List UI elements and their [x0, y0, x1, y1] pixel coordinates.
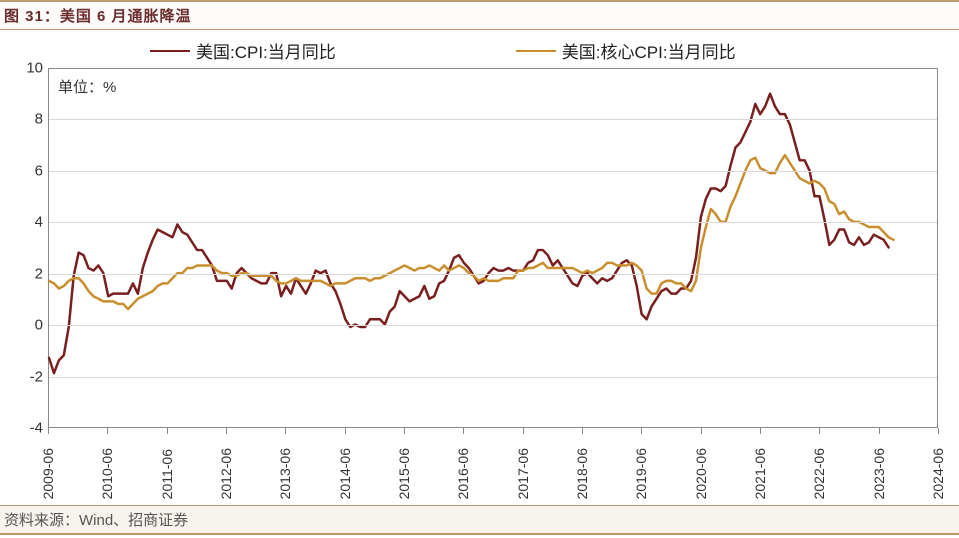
source-bar: 资料来源：Wind、招商证券 — [0, 505, 959, 535]
xtick-mark — [226, 428, 227, 434]
legend: 美国:CPI:当月同比 美国:核心CPI:当月同比 — [150, 38, 736, 63]
gridline-h — [49, 377, 938, 378]
xtick-label: 2011-06 — [159, 449, 175, 499]
xtick-mark — [404, 428, 405, 434]
gridline-h — [49, 171, 938, 172]
xtick-mark — [641, 428, 642, 434]
ytick-label: 2 — [3, 265, 43, 282]
ytick-label: 10 — [3, 60, 43, 77]
xtick-mark — [48, 428, 49, 434]
xtick-mark — [285, 428, 286, 434]
ytick-label: 0 — [3, 317, 43, 334]
xtick-mark — [107, 428, 108, 434]
legend-item-cpi: 美国:CPI:当月同比 — [150, 38, 336, 63]
xtick-label: 2017-06 — [515, 448, 531, 499]
gridline-h — [49, 222, 938, 223]
chart-area: 美国:CPI:当月同比 美国:核心CPI:当月同比 单位：% -4 -2 0 2 4 6 8… — [0, 30, 959, 505]
gridline-h — [49, 274, 938, 275]
plot-region — [48, 68, 938, 428]
xtick-mark — [345, 428, 346, 434]
line-svg — [49, 68, 938, 427]
figure-title-bar: 图 31：美国 6 月通胀降温 — [0, 0, 959, 30]
xtick-label: 2020-06 — [693, 448, 709, 499]
plot-border-top — [48, 68, 938, 69]
xtick-label: 2021-06 — [752, 448, 768, 499]
xtick-mark — [582, 428, 583, 434]
ytick-label: 8 — [3, 111, 43, 128]
legend-label-cpi: 美国:CPI:当月同比 — [196, 38, 336, 63]
xtick-label: 2018-06 — [574, 448, 590, 499]
ytick-label: -2 — [3, 368, 43, 385]
source-text: 资料来源：Wind、招商证券 — [4, 509, 188, 530]
xtick-label: 2014-06 — [337, 448, 353, 499]
xtick-label: 2023-06 — [871, 448, 887, 499]
unit-label: 单位：% — [58, 76, 116, 97]
legend-item-core-cpi: 美国:核心CPI:当月同比 — [516, 38, 736, 63]
xtick-label: 2013-06 — [277, 448, 293, 499]
xtick-mark — [760, 428, 761, 434]
xtick-mark — [463, 428, 464, 434]
xtick-label: 2009-06 — [40, 448, 56, 499]
ytick-label: 6 — [3, 162, 43, 179]
xtick-label: 2012-06 — [218, 448, 234, 499]
gridline-h — [49, 119, 938, 120]
xtick-mark — [879, 428, 880, 434]
legend-swatch-cpi — [150, 50, 190, 52]
ytick-label: 4 — [3, 214, 43, 231]
xtick-mark — [523, 428, 524, 434]
xtick-mark — [167, 428, 168, 434]
ytick-label: -4 — [3, 420, 43, 437]
xtick-label: 2015-06 — [396, 448, 412, 499]
legend-label-core-cpi: 美国:核心CPI:当月同比 — [562, 38, 736, 63]
legend-swatch-core-cpi — [516, 50, 556, 52]
plot-border-right — [937, 68, 938, 428]
xtick-label: 2016-06 — [455, 448, 471, 499]
xtick-label: 2010-06 — [99, 448, 115, 499]
xtick-mark — [701, 428, 702, 434]
xtick-label: 2022-06 — [811, 448, 827, 499]
gridline-h — [49, 325, 938, 326]
xtick-mark — [938, 428, 939, 434]
figure-title: 图 31：美国 6 月通胀降温 — [0, 5, 192, 26]
xtick-mark — [819, 428, 820, 434]
xtick-label: 2024-06 — [930, 448, 946, 499]
xtick-label: 2019-06 — [633, 448, 649, 499]
series-line — [49, 94, 889, 374]
